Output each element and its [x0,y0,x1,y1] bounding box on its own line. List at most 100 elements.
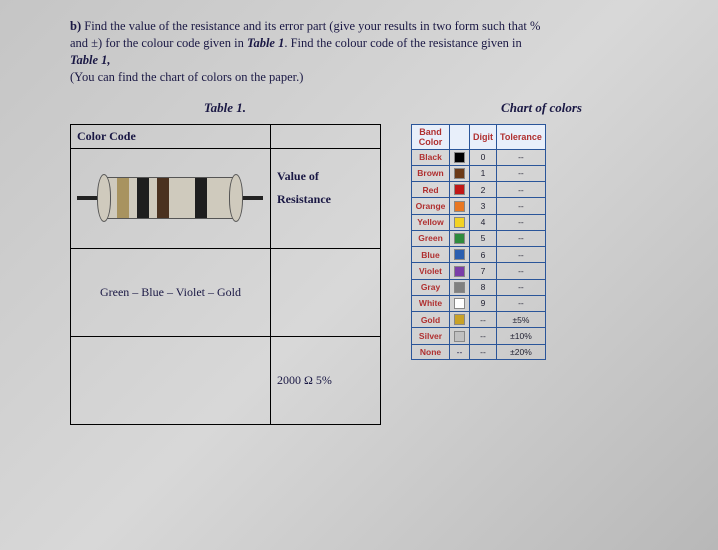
chart-swatch-cell [450,198,470,214]
chart-digit: 8 [470,279,497,295]
chart-h-swatch [450,124,470,149]
chart-swatch [454,314,465,325]
chart-color-name: Violet [412,263,450,279]
chart-swatch-cell [450,165,470,181]
chart-swatch-cell [450,230,470,246]
chart-row: None----±20% [412,344,546,359]
chart-digit: 5 [470,230,497,246]
chart-digit: 4 [470,214,497,230]
chart-h-tol: Tolerance [497,124,546,149]
resistor-bulge-right [229,174,243,222]
resistor-band-2 [157,178,169,218]
chart-color-name: Blue [412,247,450,263]
value-label-2: Resistance [277,192,374,207]
chart-swatch-cell [450,149,470,165]
chart-digit: 6 [470,247,497,263]
chart-digit: -- [470,344,497,359]
color-code-text: Green – Blue – Violet – Gold [71,248,271,336]
chart-swatch [454,298,465,309]
color-chart: Band Color Digit Tolerance Black0--Brown… [411,124,546,360]
chart-color-name: Yellow [412,214,450,230]
table1-header: Color Code [71,124,271,148]
resistor-lead-right [241,196,263,200]
headings-row: Table 1. Chart of colors [70,100,663,116]
resistor-band-0 [117,178,129,218]
chart-color-name: Green [412,230,450,246]
chart-swatch-cell [450,295,470,311]
chart-tolerance: -- [497,230,546,246]
chart-row: Silver --±10% [412,328,546,344]
chart-tolerance: -- [497,165,546,181]
chart-swatch-cell [450,247,470,263]
chart-tolerance: ±20% [497,344,546,359]
chart-swatch-cell [450,182,470,198]
chart-tolerance: ±5% [497,312,546,328]
chart-swatch [454,331,465,342]
chart-tolerance: -- [497,182,546,198]
chart-header-row: Band Color Digit Tolerance [412,124,546,149]
chart-swatch [454,152,465,163]
chart-color-name: Black [412,149,450,165]
chart-digit: 9 [470,295,497,311]
chart-color-name: Orange [412,198,450,214]
chart-swatch [454,266,465,277]
chart-swatch [454,168,465,179]
chart-color-name: Brown [412,165,450,181]
q-prefix: b) [70,19,84,33]
q-line2b: . Find the colour code of the resistance… [284,36,521,50]
chart-row: Blue 6-- [412,247,546,263]
chart-row: Black 0-- [412,149,546,165]
q-line2a: and ±) for the colour code given in [70,36,247,50]
question-text: b) Find the value of the resistance and … [70,18,663,86]
chart-tolerance: -- [497,149,546,165]
chart-digit: 3 [470,198,497,214]
chart-h-band: Band Color [412,124,450,149]
chart-swatch [454,282,465,293]
chart-row: Brown 1-- [412,165,546,181]
given-resistance: 2000 Ω 5% [271,336,381,424]
resistor-bulge-left [97,174,111,222]
q-line1: Find the value of the resistance and its… [84,19,540,33]
chart-color-name: Silver [412,328,450,344]
chart-swatch [454,184,465,195]
chart-title: Chart of colors [380,100,663,116]
chart-digit: -- [470,312,497,328]
row3-left-blank [71,336,271,424]
chart-swatch-cell [450,263,470,279]
resistor-cell [71,148,271,248]
resistor-drawing [77,177,263,219]
table1-header-blank [271,124,381,148]
chart-color-name: Gold [412,312,450,328]
chart-swatch-cell: -- [450,344,470,359]
chart-tolerance: -- [497,279,546,295]
chart-color-name: Gray [412,279,450,295]
chart-tolerance: -- [497,247,546,263]
chart-tolerance: -- [497,263,546,279]
chart-tolerance: -- [497,198,546,214]
chart-row: Gold --±5% [412,312,546,328]
chart-color-name: Red [412,182,450,198]
chart-color-name: None [412,344,450,359]
chart-row: White9-- [412,295,546,311]
resistor-band-3 [195,178,207,218]
chart-swatch-cell [450,279,470,295]
q-line3: Table 1, [70,53,111,67]
chart-row: Orange 3-- [412,198,546,214]
chart-tolerance: ±10% [497,328,546,344]
chart-digit: -- [470,328,497,344]
chart-swatch [454,249,465,260]
q-line4: (You can find the chart of colors on the… [70,70,303,84]
chart-swatch-cell [450,214,470,230]
chart-digit: 2 [470,182,497,198]
resistor-band-1 [137,178,149,218]
q-tableref: Table 1 [247,36,284,50]
chart-swatch [454,217,465,228]
chart-swatch-cell [450,312,470,328]
chart-digit: 7 [470,263,497,279]
chart-swatch [454,233,465,244]
page: b) Find the value of the resistance and … [0,0,718,443]
table1-title: Table 1. [70,100,380,116]
content-row: Color Code Value of Resistance [70,124,663,425]
chart-digit: 1 [470,165,497,181]
chart-digit: 0 [470,149,497,165]
